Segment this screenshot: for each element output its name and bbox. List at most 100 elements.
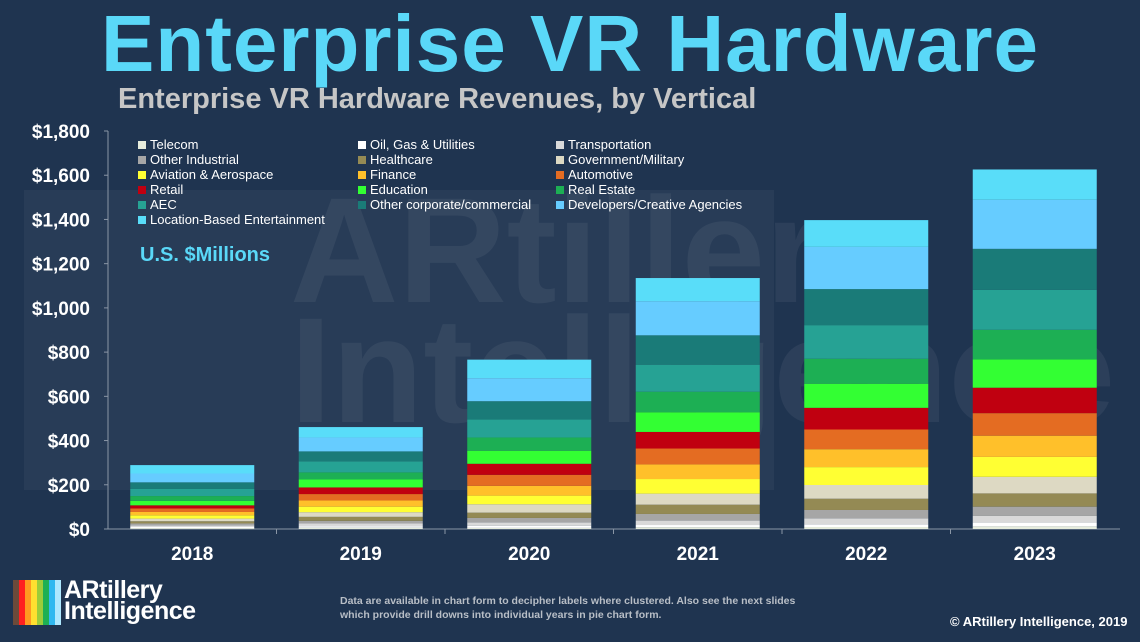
logo-line1: ARtillery: [64, 576, 163, 604]
bar-segment-2020-7: [467, 485, 592, 496]
legend-label: Developers/Creative Agencies: [568, 197, 743, 212]
legend-swatch: [138, 185, 146, 194]
bar-segment-2021-14: [635, 301, 760, 336]
bar-segment-2023-8: [972, 413, 1097, 436]
bar-segment-2023-14: [972, 199, 1097, 249]
bar-segment-2018-14: [130, 473, 255, 483]
bar-segment-2020-11: [467, 437, 592, 451]
bar-segment-2023-15: [972, 169, 1097, 200]
bar-segment-2019-5: [298, 512, 423, 517]
logo-line2: Intelligence: [64, 597, 196, 625]
x-tick-label: 2020: [508, 544, 550, 565]
bar-segment-2018-10: [130, 500, 255, 506]
bar-segment-2018-8: [130, 508, 255, 512]
y-tick-label: $600: [48, 387, 90, 408]
bar-segment-2022-8: [804, 429, 929, 450]
legend-label: Oil, Gas & Utilities: [370, 137, 475, 152]
bar-segment-2020-1: [467, 525, 592, 528]
bar-segment-2019-2: [298, 523, 423, 527]
bar-segment-2021-3: [635, 513, 760, 521]
bar-segment-2021-11: [635, 391, 760, 413]
bar-segment-2020-6: [467, 495, 592, 505]
bar-segment-2019-1: [298, 526, 423, 528]
bar-segment-2020-14: [467, 378, 592, 402]
legend-swatch: [138, 140, 146, 149]
legend-item: Government/Military: [556, 152, 684, 167]
bar-segment-2018-4: [130, 521, 255, 524]
bar-segment-2023-9: [972, 387, 1097, 414]
bar-segment-2018-13: [130, 482, 255, 489]
bar-segment-2019-0: [298, 527, 423, 529]
bar-segment-2018-1: [130, 527, 255, 529]
units-label: U.S. $Millions: [140, 244, 271, 266]
bar-segment-2022-4: [804, 498, 929, 510]
bar-segment-2018-5: [130, 518, 255, 522]
bar-segment-2020-10: [467, 450, 592, 464]
y-tick-label: $1,800: [32, 122, 90, 143]
bar-segment-2019-6: [298, 506, 423, 513]
bar-segment-2023-12: [972, 289, 1097, 330]
bar-segment-2018-3: [130, 523, 255, 526]
legend-item: Location-Based Entertainment: [138, 212, 325, 227]
bar-segment-2023-3: [972, 506, 1097, 516]
page-title: Enterprise VR Hardware: [101, 0, 1039, 88]
legend-label: Automotive: [568, 167, 634, 182]
bar-segment-2018-12: [130, 488, 255, 497]
legend-label: Aviation & Aerospace: [150, 167, 274, 182]
y-tick-label: $0: [69, 520, 90, 541]
bar-segment-2023-0: [972, 526, 1097, 529]
bar-segment-2020-12: [467, 419, 592, 438]
bar-segment-2021-10: [635, 412, 760, 432]
bar-segment-2019-8: [298, 494, 423, 501]
bar-segment-2018-9: [130, 505, 255, 509]
bar-segment-2020-4: [467, 512, 592, 518]
legend-item: Developers/Creative Agencies: [556, 197, 742, 212]
y-tick-label: $1,000: [32, 299, 90, 320]
legend-item: AEC: [138, 197, 177, 212]
legend-label: Healthcare: [370, 152, 433, 167]
bar-segment-2020-2: [467, 522, 592, 526]
footer-note: Data are available in chart form to deci…: [340, 595, 796, 621]
bar-segment-2020-8: [467, 474, 592, 486]
bar-segment-2019-11: [298, 472, 423, 480]
legend-item: Aviation & Aerospace: [138, 167, 273, 182]
bar-segment-2021-13: [635, 335, 760, 365]
bar-segment-2022-11: [804, 358, 929, 384]
legend-label: Other corporate/commercial: [370, 197, 532, 212]
bar-segment-2021-5: [635, 493, 760, 505]
legend-item: Healthcare: [358, 152, 433, 167]
bar-segment-2023-6: [972, 456, 1097, 477]
legend-swatch: [138, 155, 146, 164]
legend-label: Retail: [150, 182, 184, 197]
legend-swatch: [556, 170, 564, 179]
legend-label: Real Estate: [568, 182, 636, 197]
legend-item: Transportation: [556, 137, 651, 152]
bar-segment-2018-2: [130, 525, 255, 528]
legend-swatch: [556, 140, 564, 149]
bar-segment-2023-11: [972, 329, 1097, 360]
bar-segment-2018-11: [130, 496, 255, 501]
y-tick-label: $1,600: [32, 166, 90, 187]
legend-label: Education: [370, 182, 428, 197]
bar-segment-2022-15: [804, 220, 929, 247]
bar-segment-2022-10: [804, 383, 929, 408]
bar-segment-2019-3: [298, 520, 423, 524]
legend-swatch: [358, 200, 366, 209]
bar-segment-2021-7: [635, 464, 760, 480]
bar-segment-2019-14: [298, 437, 423, 452]
bar-segment-2021-4: [635, 504, 760, 514]
legend-swatch: [358, 170, 366, 179]
legend-label: Finance: [370, 167, 417, 182]
legend-item: Real Estate: [556, 182, 635, 197]
x-tick-label: 2021: [677, 544, 720, 565]
legend-item: Telecom: [138, 137, 198, 152]
bar-segment-2022-2: [804, 518, 929, 525]
legend-swatch: [358, 185, 366, 194]
legend-item: Education: [358, 182, 428, 197]
legend-swatch: [358, 140, 366, 149]
bar-segment-2021-9: [635, 431, 760, 449]
legend-item: Oil, Gas & Utilities: [358, 137, 475, 152]
y-tick-label: $800: [48, 343, 90, 364]
bar-segment-2022-9: [804, 407, 929, 430]
bar-segment-2023-4: [972, 493, 1097, 507]
